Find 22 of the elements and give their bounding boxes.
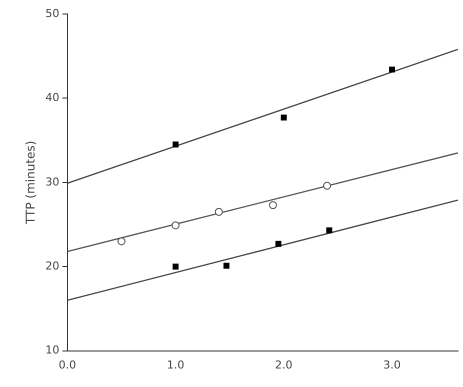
x-tick-label: 1.0 xyxy=(166,358,184,372)
point xyxy=(223,262,230,269)
point xyxy=(389,66,395,73)
y-tick-label: 40 xyxy=(45,91,60,104)
point xyxy=(172,142,179,148)
point xyxy=(172,221,180,230)
y-tick-label: 20 xyxy=(45,259,60,272)
point xyxy=(323,182,332,190)
y-axis-title: TTP (minutes) xyxy=(23,140,38,226)
point xyxy=(268,201,277,210)
y-tick-label: 50 xyxy=(45,6,60,20)
point xyxy=(117,237,126,246)
point xyxy=(172,264,179,270)
x-tick-label: 0.0 xyxy=(58,358,76,372)
x-tick-label: 2.0 xyxy=(275,358,293,372)
y-tick-label: 30 xyxy=(45,175,60,188)
point xyxy=(326,227,332,234)
y-tick-label: 10 xyxy=(45,344,60,357)
x-tick-label: 3.0 xyxy=(383,358,401,372)
point xyxy=(214,208,223,216)
point xyxy=(280,114,287,121)
point xyxy=(275,240,282,247)
